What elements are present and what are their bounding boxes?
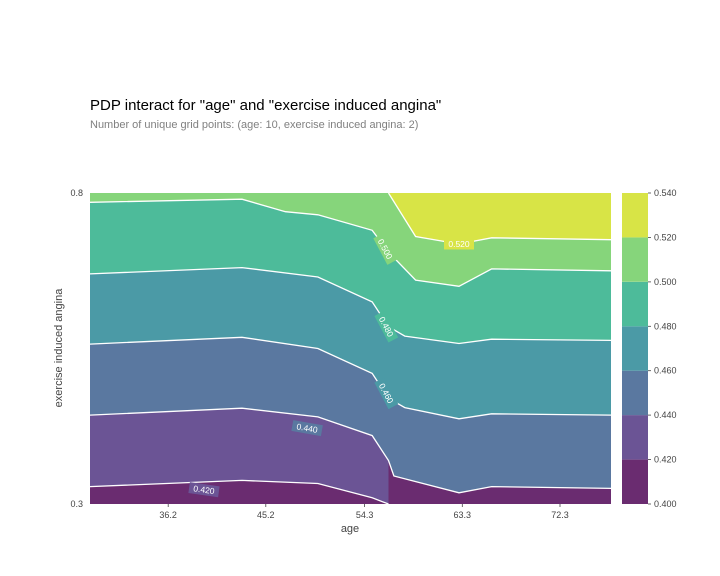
x-tick-label: 54.3 [356, 510, 374, 520]
contour-label: 0.440 [296, 421, 319, 435]
y-tick-label: 0.3 [70, 499, 83, 509]
colorbar-tick-label: 0.500 [654, 277, 677, 287]
chart-title: PDP interact for "age" and "exercise ind… [90, 97, 442, 114]
contour-label: 0.420 [193, 483, 216, 496]
contour-fills [90, 193, 611, 504]
colorbar-tick-label: 0.440 [654, 410, 677, 420]
contour-label-bg [444, 238, 474, 250]
contour-label-group: 0.440 [291, 420, 323, 437]
x-axis-ticks: 36.2 45.2 54.3 63.3 72.3 [159, 504, 569, 520]
chart-subtitle: Number of unique grid points: (age: 10, … [90, 119, 419, 131]
colorbar-tick-label: 0.520 [654, 232, 677, 242]
contour-label-bg [373, 233, 398, 265]
colorbar-segment [622, 326, 648, 371]
colorbar-segment [622, 459, 648, 504]
contour-line-0.440 [90, 407, 611, 494]
contour-label-group: 0.520 [444, 238, 474, 250]
y-axis-ticks: 0.3 0.8 [70, 188, 83, 509]
colorbar-segment [622, 415, 648, 460]
contour-label-group: 0.420 [188, 482, 220, 498]
x-tick-label: 36.2 [159, 510, 177, 520]
colorbar-tick-label: 0.480 [654, 321, 677, 331]
colorbar-segment [622, 237, 648, 282]
x-tick-label: 63.3 [454, 510, 472, 520]
colorbar-tick-label: 0.460 [654, 366, 677, 376]
x-axis-label: age [341, 523, 359, 535]
colorbar-segment [622, 370, 648, 416]
contour-label-bg [374, 377, 399, 410]
contour-label: 0.520 [448, 239, 470, 249]
colorbar-segment [622, 193, 648, 238]
colorbar-tick-label: 0.400 [654, 499, 677, 509]
x-tick-label: 72.3 [551, 510, 569, 520]
x-tick-label: 45.2 [257, 510, 275, 520]
contour-label-bg [291, 420, 323, 437]
contour-band-6 [388, 193, 611, 244]
colorbar-segment [622, 281, 648, 327]
colorbar-tick-label: 0.420 [654, 455, 677, 465]
contour-label-bg [374, 310, 399, 343]
contour-label-bg [188, 482, 220, 498]
colorbar-tick-label: 0.540 [654, 188, 677, 198]
y-tick-label: 0.8 [70, 188, 83, 198]
colorbar: 0.540 0.520 0.500 0.480 0.460 0.440 0.420 0.400 [622, 188, 677, 509]
y-axis-label: exercise induced angina [53, 288, 65, 408]
